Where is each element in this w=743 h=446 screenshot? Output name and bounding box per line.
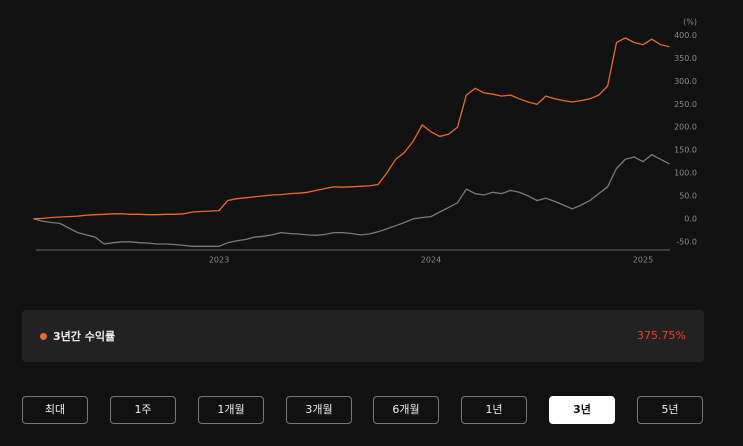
period-button[interactable]: 3년 [549, 396, 615, 424]
period-button[interactable]: 1주 [110, 396, 176, 424]
y-tick-label: 250.0 [674, 100, 697, 109]
series-line [33, 153, 670, 247]
y-unit: (%) [683, 18, 697, 27]
chart: (%) -50.0 0.0 50.0 100.0 150.0 200.0 250.0 300.… [33, 18, 697, 265]
series-line [33, 37, 670, 220]
x-tick-label: 2024 [421, 256, 441, 265]
x-tick-label: 2025 [633, 256, 653, 265]
y-tick-label: -50.0 [676, 237, 697, 246]
y-tick-label: 100.0 [674, 169, 697, 178]
y-tick-label: 0.0 [684, 214, 697, 223]
summary-label: 3년간 수익률 [53, 330, 116, 343]
summary-value: 375.75% [637, 329, 686, 342]
period-button[interactable]: 1개월 [198, 396, 264, 424]
y-tick-label: 200.0 [674, 123, 697, 132]
y-tick-label: 350.0 [674, 54, 697, 63]
y-tick-label: 50.0 [679, 191, 697, 200]
y-tick-label: 300.0 [674, 77, 697, 86]
summary: 3년간 수익률 375.75% [22, 310, 704, 362]
legend-dot [40, 333, 47, 340]
x-tick-label: 2023 [209, 256, 229, 265]
y-tick-label: 400.0 [674, 31, 697, 40]
y-tick-label: 150.0 [674, 146, 697, 155]
period-button[interactable]: 3개월 [286, 396, 352, 424]
period-button[interactable]: 5년 [637, 396, 703, 424]
period-button[interactable]: 6개월 [373, 396, 439, 424]
period-button[interactable]: 1년 [461, 396, 527, 424]
period-button[interactable]: 최대 [22, 396, 88, 424]
